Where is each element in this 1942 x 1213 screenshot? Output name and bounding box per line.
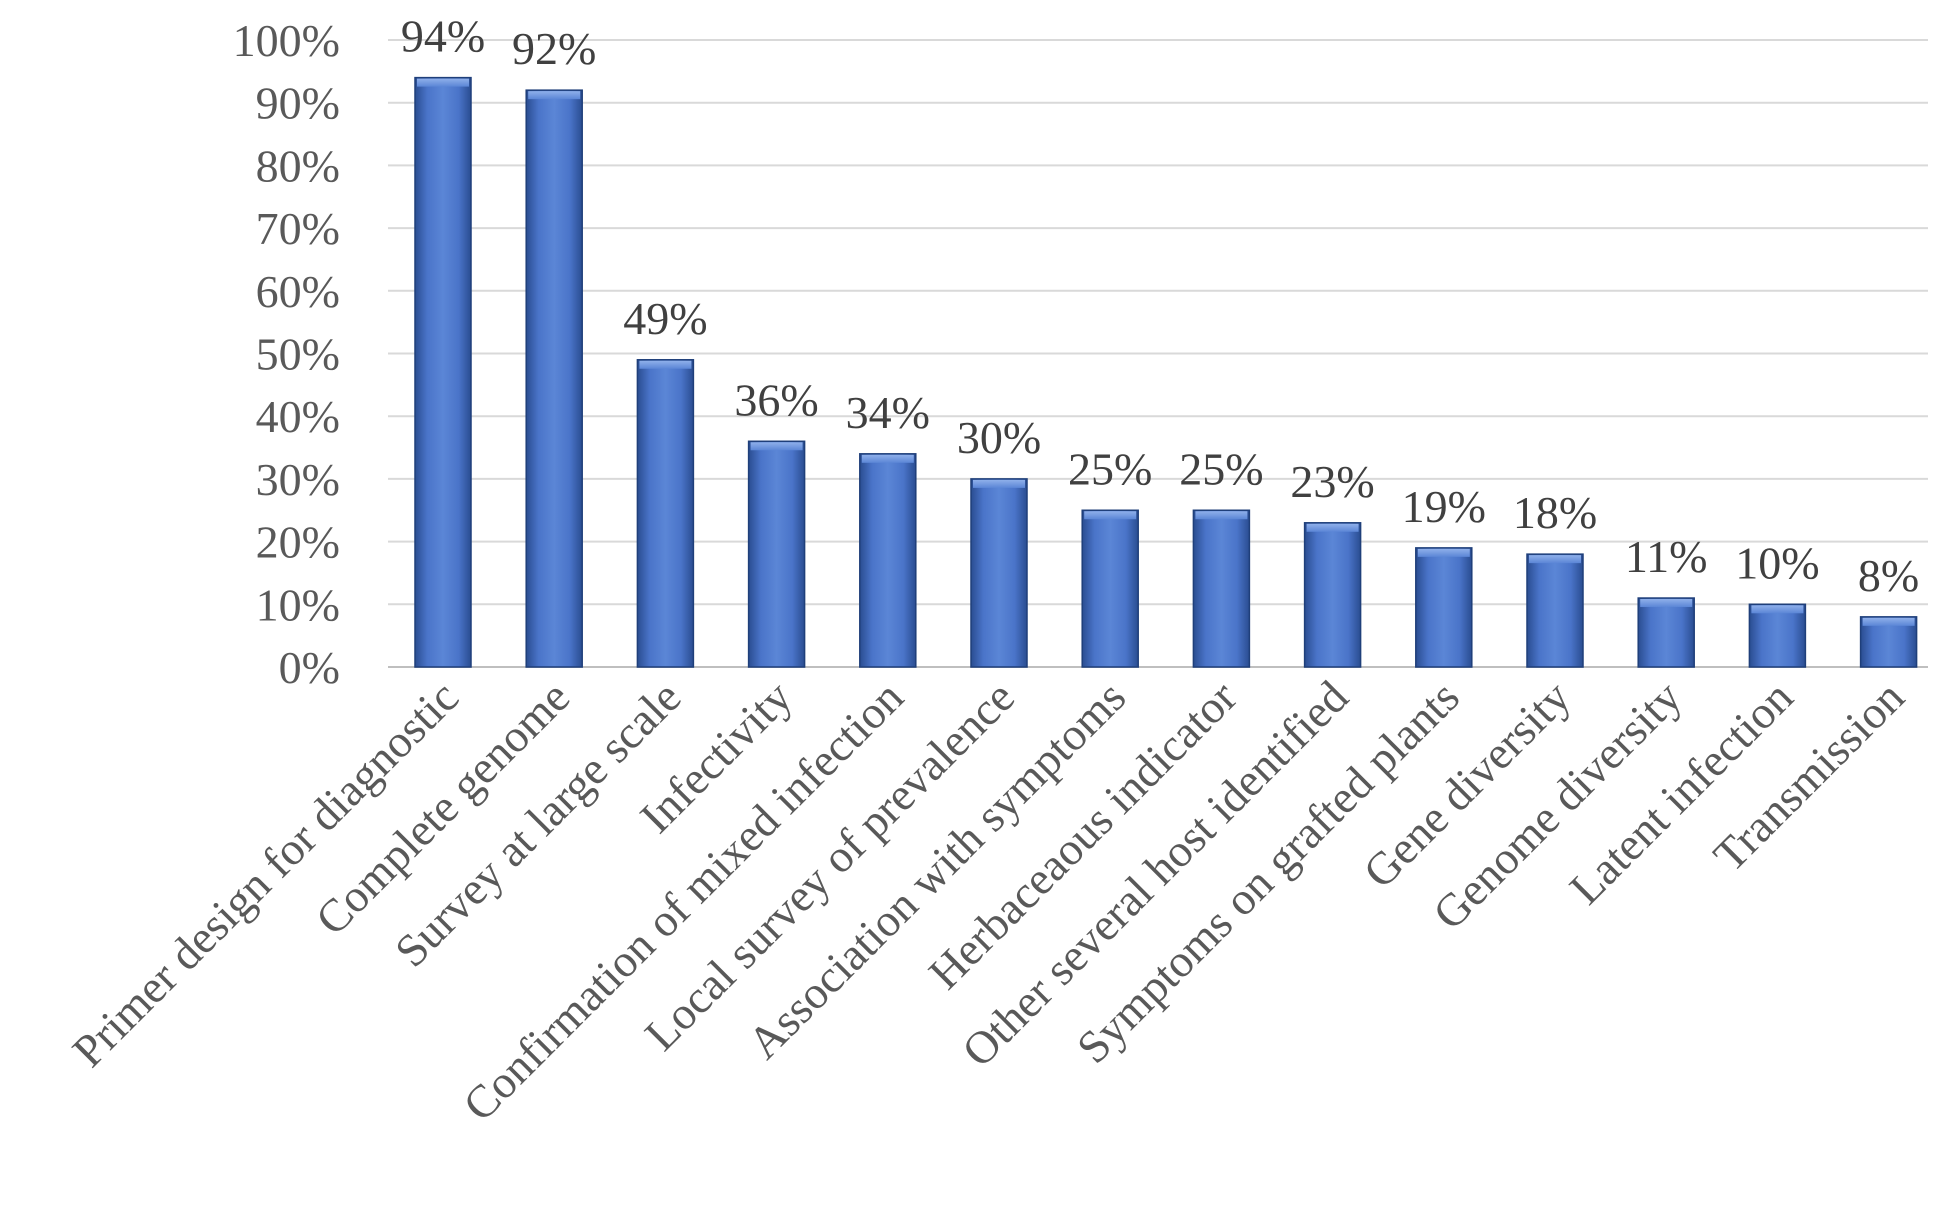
data-label: 92% <box>512 23 596 74</box>
y-tick-label: 80% <box>256 140 340 191</box>
bar-highlight <box>1751 605 1804 614</box>
bar-highlight <box>1084 511 1137 520</box>
y-axis-tick-labels: 0% 10% 20% 30% 40% 50% 60% 70% 80% 90% 100% <box>233 15 340 693</box>
bar <box>970 478 1028 668</box>
bar <box>1081 509 1139 668</box>
bar-body <box>970 478 1028 668</box>
bar <box>1415 547 1473 668</box>
bar-body <box>1526 553 1584 668</box>
bar-highlight <box>639 360 692 369</box>
data-label: 34% <box>846 387 930 438</box>
data-label: 25% <box>1068 443 1152 494</box>
bar-highlight <box>417 78 469 87</box>
bar-body <box>1192 509 1251 668</box>
bar-highlight <box>861 454 914 463</box>
bar <box>1303 522 1362 668</box>
y-tick-label: 70% <box>256 203 340 254</box>
bar-highlight <box>750 442 803 451</box>
data-label: 94% <box>401 11 485 62</box>
bar <box>747 440 806 668</box>
y-tick-label: 50% <box>256 329 340 380</box>
bar <box>1859 616 1918 668</box>
y-tick-label: 0% <box>279 642 340 693</box>
y-tick-label: 30% <box>256 454 340 505</box>
bars <box>414 76 1918 668</box>
data-label: 18% <box>1513 487 1597 538</box>
bar-body <box>859 453 917 668</box>
bar-body <box>414 76 472 668</box>
bar <box>1637 597 1695 668</box>
bar-highlight <box>1640 599 1693 608</box>
bar <box>414 76 472 668</box>
bar-body <box>747 440 806 668</box>
data-label: 49% <box>623 293 707 344</box>
bar <box>1526 553 1584 668</box>
y-tick-label: 20% <box>256 517 340 568</box>
bar-highlight <box>528 91 581 100</box>
data-label: 25% <box>1179 443 1263 494</box>
bar-body <box>1748 603 1807 668</box>
bar-body <box>1415 547 1473 668</box>
bar-body <box>1303 522 1362 668</box>
bar-highlight <box>1529 555 1581 564</box>
bar-highlight <box>973 479 1025 488</box>
bar-highlight <box>1862 617 1915 626</box>
bar <box>636 359 695 668</box>
bar-body <box>1637 597 1695 668</box>
bar <box>1748 603 1807 668</box>
bar-highlight <box>1417 548 1470 557</box>
bar-body <box>525 89 583 668</box>
data-label: 8% <box>1858 550 1919 601</box>
bar-highlight <box>1195 511 1248 520</box>
data-label: 36% <box>734 374 818 425</box>
bar <box>859 453 917 668</box>
bar-body <box>636 359 695 668</box>
data-label: 19% <box>1402 481 1486 532</box>
bar <box>1192 509 1251 668</box>
y-tick-label: 10% <box>256 579 340 630</box>
bar-body <box>1081 509 1139 668</box>
y-tick-label: 40% <box>256 391 340 442</box>
y-tick-label: 60% <box>256 266 340 317</box>
bar-highlight <box>1306 523 1359 532</box>
y-tick-label: 100% <box>233 15 340 66</box>
data-labels: 94% 92% 49% 36% 34% 30% 25% 25% 23% 19% 18% 11% 10% 8… <box>401 11 1919 601</box>
y-tick-label: 90% <box>256 78 340 129</box>
data-label: 10% <box>1735 537 1819 588</box>
data-label: 11% <box>1625 531 1708 582</box>
bar <box>525 89 583 668</box>
data-label: 30% <box>957 412 1041 463</box>
data-label: 23% <box>1290 456 1374 507</box>
